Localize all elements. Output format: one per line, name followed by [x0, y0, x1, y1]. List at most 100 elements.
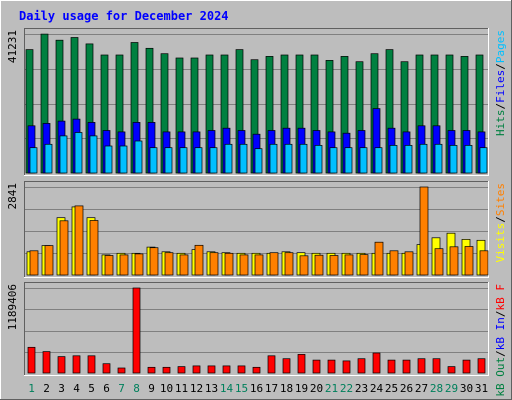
legend-pages: Pages	[494, 30, 507, 63]
legend-kb-f: kB F	[494, 284, 507, 311]
bar	[119, 254, 129, 276]
bar	[59, 220, 69, 276]
bar	[314, 145, 323, 174]
bar	[194, 244, 204, 276]
bar	[389, 145, 398, 174]
day-label: 1	[28, 382, 35, 395]
bar	[404, 145, 413, 174]
bar	[477, 358, 486, 374]
day-label: 19	[295, 382, 308, 395]
day-axis: 1 2 3 4 5 6 7 8 9 10 11 12 13 14 15 16 17 18 19 20 21 22 23 24 2…	[28, 382, 488, 395]
bar	[164, 147, 173, 174]
bar	[254, 148, 263, 174]
day-label: 7	[118, 382, 125, 395]
day-label: 23	[355, 382, 368, 395]
bar	[87, 355, 96, 374]
bar	[104, 145, 113, 174]
bar	[254, 254, 264, 276]
bar	[74, 205, 84, 276]
series-pages	[29, 132, 488, 174]
bar	[297, 354, 306, 374]
bar	[267, 355, 276, 374]
day-label: 24	[370, 382, 384, 395]
bar	[434, 248, 444, 276]
day-label: 26	[400, 382, 413, 395]
day-label: 17	[265, 382, 278, 395]
bar	[59, 135, 68, 174]
series-hits	[25, 33, 484, 174]
day-label: 10	[160, 382, 173, 395]
day-label: 2	[43, 382, 50, 395]
bar	[269, 252, 279, 276]
bar	[179, 147, 188, 174]
bar	[29, 250, 39, 276]
bar	[74, 132, 83, 174]
bar	[57, 356, 66, 374]
bar	[194, 147, 203, 174]
bar	[359, 147, 368, 174]
bar	[417, 358, 426, 374]
bar	[177, 366, 186, 374]
legend: Hits/Files/Pages	[494, 30, 507, 136]
bar	[419, 143, 428, 174]
legend-files: Files	[494, 70, 507, 103]
bar	[344, 254, 354, 276]
series-kb-f	[27, 287, 486, 374]
day-label: 22	[340, 382, 353, 395]
bar	[269, 143, 278, 174]
legend-kb-in: kB In	[494, 317, 507, 350]
bar	[359, 254, 369, 276]
bar	[374, 241, 384, 276]
bar	[222, 365, 231, 374]
bar	[42, 351, 51, 374]
bar	[149, 147, 158, 174]
plot-area	[24, 282, 489, 376]
legend-sites: Sites	[494, 183, 507, 216]
bar	[299, 143, 308, 174]
bar	[314, 254, 324, 276]
bar	[372, 352, 381, 374]
bar	[29, 147, 38, 174]
day-label: 18	[280, 382, 293, 395]
bar	[434, 143, 443, 174]
day-label: 20	[310, 382, 323, 395]
day-label: 25	[385, 382, 398, 395]
bar	[284, 143, 293, 174]
bar	[239, 143, 248, 174]
day-label: 14	[220, 382, 234, 395]
bar	[44, 143, 53, 174]
legend-separator: /	[494, 350, 507, 357]
bar	[449, 246, 459, 276]
day-label: 15	[235, 382, 248, 395]
bar	[149, 247, 159, 276]
bar	[192, 365, 201, 374]
bar	[132, 287, 141, 374]
bar	[449, 145, 458, 174]
day-label: 9	[148, 382, 155, 395]
legend-kb-out: kB Out	[494, 357, 507, 397]
bar	[104, 255, 114, 276]
legend-separator: /	[494, 216, 507, 223]
bar	[402, 359, 411, 374]
bar	[299, 255, 309, 276]
bar	[117, 367, 126, 374]
bar	[239, 254, 249, 276]
bar	[389, 250, 399, 276]
bar	[147, 366, 156, 374]
max-value-label: 41231	[6, 30, 19, 63]
day-label: 27	[415, 382, 428, 395]
bar	[342, 360, 351, 374]
bar	[207, 365, 216, 374]
legend: kB Out/kB In/kB F	[494, 284, 507, 397]
bar	[164, 252, 174, 276]
bar	[224, 252, 234, 276]
bar	[327, 359, 336, 374]
day-label: 30	[460, 382, 473, 395]
chart-title: Daily usage for December 2024	[19, 9, 229, 23]
day-label: 21	[325, 382, 338, 395]
bar	[89, 220, 99, 276]
series-sites	[29, 186, 489, 276]
legend-hits: Hits	[494, 110, 507, 137]
day-label: 13	[205, 382, 218, 395]
